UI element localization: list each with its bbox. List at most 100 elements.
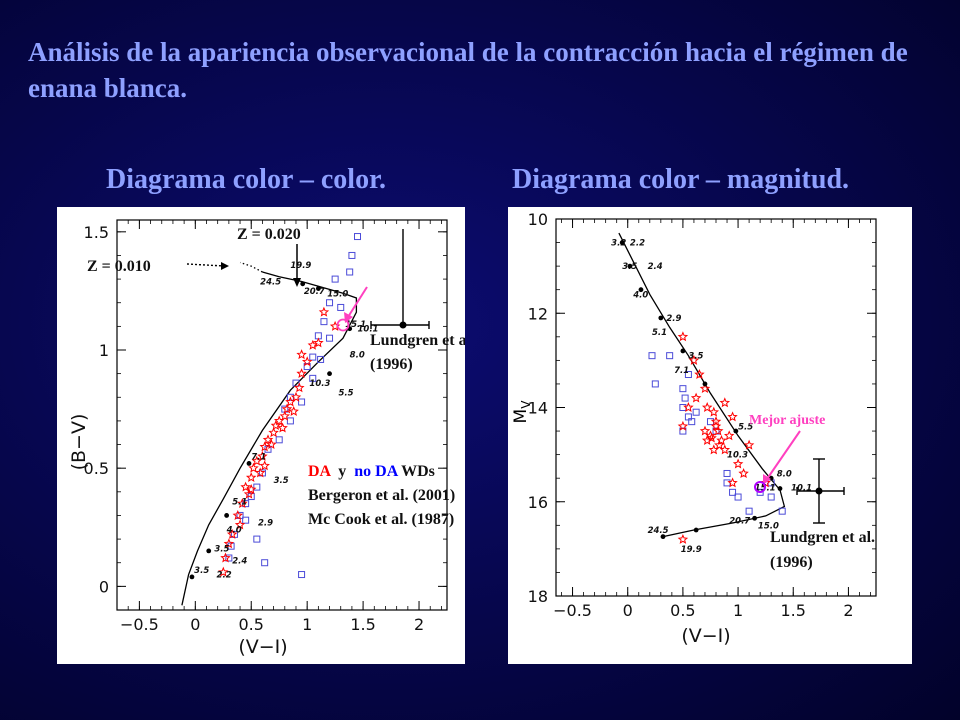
- y-tick-label: 18: [528, 587, 548, 606]
- DA-point: [738, 468, 749, 478]
- nonDA-point: [253, 535, 261, 543]
- track-age-label: 3.5: [688, 352, 703, 362]
- track-age-label: 7.1: [674, 366, 689, 376]
- nonDA-point: [242, 516, 250, 524]
- track-age-label: 15.0: [327, 289, 348, 299]
- track-point: [638, 287, 644, 293]
- track-age-label: 10.1: [791, 484, 812, 494]
- DA-point: [677, 331, 689, 342]
- track-age-label: 2.9: [666, 314, 681, 324]
- nonDA-point: [309, 374, 317, 382]
- track-age-label: 5.5: [738, 422, 753, 432]
- DA-point: [716, 434, 727, 445]
- y-tick-label: 16: [528, 493, 548, 512]
- cooling-track-curve: [618, 232, 786, 538]
- nonDA-point: [723, 469, 731, 477]
- DA-point: [727, 411, 738, 422]
- z020-arrowhead: [293, 278, 301, 287]
- nonDA-point: [706, 418, 714, 426]
- DA-point: [296, 368, 307, 379]
- DA-point: [279, 410, 291, 421]
- track-age-label: 2.4: [232, 556, 247, 566]
- nonDA-point: [354, 233, 362, 241]
- legend-wds: WDs: [397, 463, 435, 480]
- lundgren-point: [815, 487, 823, 495]
- x-tick-label: 1.5: [350, 615, 375, 634]
- z010-arrowhead: [221, 262, 229, 270]
- DA-point: [708, 406, 720, 417]
- DA-point: [719, 397, 731, 408]
- nonDA-point: [679, 385, 687, 393]
- DA-point: [683, 401, 694, 412]
- nonDA-point: [331, 275, 339, 283]
- z020-label: Z = 0.020: [237, 226, 301, 243]
- track-age-label: 5.1: [652, 328, 667, 338]
- y-tick-label: 1.5: [84, 223, 109, 242]
- track-age-label: 19.9: [290, 261, 311, 271]
- DA-point: [706, 432, 717, 443]
- track-point: [315, 286, 321, 291]
- DA-point: [248, 462, 259, 473]
- legend-da: DA: [308, 463, 332, 480]
- track-age-label: 10.3: [309, 379, 330, 389]
- track-point: [693, 527, 699, 533]
- y-tick-label: 1: [99, 341, 109, 360]
- track-point: [680, 348, 686, 354]
- track-point: [752, 515, 758, 521]
- x-tick-label: −0.5: [120, 615, 159, 634]
- DA-point: [318, 306, 330, 317]
- track-age-label: 3.5: [214, 545, 229, 555]
- best-fit-arrow-line: [766, 430, 801, 480]
- DA-point: [701, 401, 713, 412]
- track-point: [224, 513, 230, 518]
- track-point: [189, 574, 195, 580]
- track-point: [619, 240, 625, 245]
- x-tick-label: 2: [843, 601, 853, 620]
- track-point: [658, 315, 664, 321]
- track-age-label: 8.0: [350, 351, 365, 361]
- y-tick-label: 10: [528, 210, 548, 229]
- cooling-track-curve-z010: [239, 261, 263, 273]
- track-age-label: 3.5: [274, 476, 289, 486]
- DA-point: [237, 498, 248, 509]
- nonDA-point: [298, 398, 306, 406]
- DA-point: [240, 481, 251, 492]
- nonDA-point: [723, 479, 731, 487]
- track-point: [702, 381, 708, 387]
- DA-point: [232, 510, 244, 520]
- DA-point: [234, 519, 246, 530]
- track-age-label: 4.0: [226, 526, 242, 536]
- track-age-label: 10.1: [358, 325, 379, 335]
- x-tick-label: 0: [623, 601, 633, 620]
- track-age-label: 2.2: [217, 571, 232, 581]
- track-age-label: 24.5: [260, 277, 281, 287]
- track-point: [300, 281, 306, 287]
- z010-arrow-line: [186, 263, 225, 267]
- track-point: [327, 371, 332, 377]
- track-point: [627, 263, 633, 269]
- track-age-label: 19.9: [681, 545, 702, 555]
- track-point: [660, 534, 666, 540]
- nonDA-point: [778, 507, 786, 515]
- track-age-label: 15.1: [345, 320, 366, 330]
- best-fit-circle: [336, 318, 350, 332]
- x-tick-label: 1: [302, 615, 312, 634]
- color-color-panel: −0.5 0 0.5 1 1.5 2 1.5 1 0.5 0 19.9 24.5 20.7 15.0 15…: [57, 207, 465, 664]
- nonDA-point: [309, 353, 317, 361]
- track-age-label: 24.5: [648, 526, 669, 536]
- DA-point: [218, 566, 229, 577]
- x-tick-label: 1.5: [781, 601, 806, 620]
- DA-point: [301, 356, 313, 367]
- track-point: [246, 461, 252, 466]
- DA-point: [760, 477, 771, 488]
- track-age-label: 2.2: [630, 239, 645, 249]
- ref-bergeron: Bergeron et al. (2001): [308, 487, 455, 504]
- y-tick-label: 14: [528, 399, 548, 418]
- x-tick-label: 0: [190, 615, 200, 634]
- track-age-label: 3.5: [194, 566, 209, 576]
- nonDA-point: [729, 488, 737, 496]
- x-axis-label: (V−I): [238, 636, 287, 658]
- plot-frame: [116, 219, 448, 611]
- nonDA-point: [298, 571, 306, 579]
- DA-point: [266, 438, 277, 449]
